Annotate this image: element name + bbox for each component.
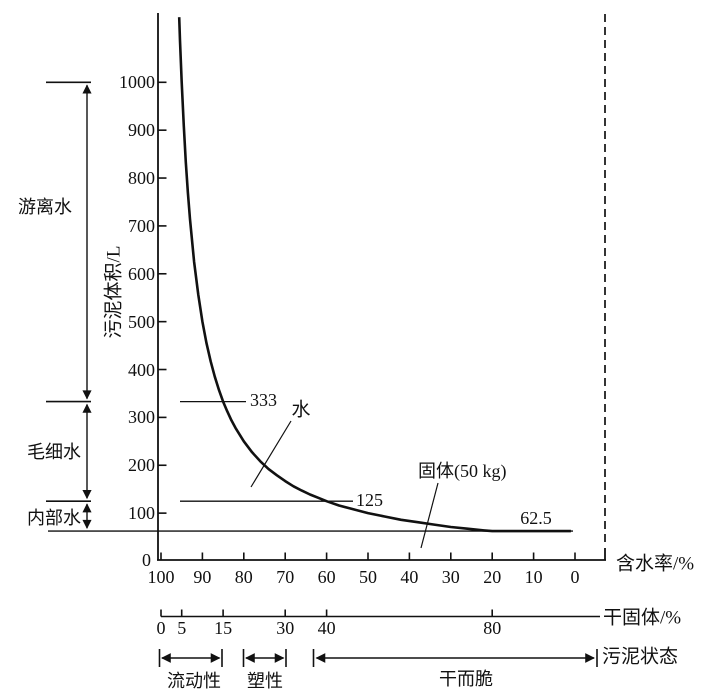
guide-value-125: 125 bbox=[356, 490, 383, 510]
y-tick-label: 100 bbox=[128, 503, 155, 524]
free-water-label: 游离水 bbox=[18, 197, 72, 217]
y-tick-label: 500 bbox=[128, 311, 155, 332]
water-area-label: 水 bbox=[291, 399, 311, 421]
dry-tick-label: 30 bbox=[276, 618, 295, 638]
y-axis-title: 污泥体积/L bbox=[103, 245, 125, 339]
state-dry-brittle-label: 干而脆 bbox=[439, 669, 493, 689]
x-tick-label: 0 bbox=[570, 567, 580, 587]
y-tick-label: 800 bbox=[128, 168, 155, 189]
solids-area-pointer-line bbox=[420, 482, 439, 549]
dry-tick-label: 5 bbox=[177, 618, 187, 638]
guide-value-62-5: 62.5 bbox=[520, 508, 552, 528]
dry-tick-label: 80 bbox=[483, 618, 502, 638]
y-tick-label: 200 bbox=[128, 455, 155, 476]
y-tick-label: 300 bbox=[128, 407, 155, 428]
x-tick-label: 100 bbox=[147, 567, 175, 587]
volume-curve bbox=[177, 17, 571, 533]
x-tick-label: 40 bbox=[400, 567, 419, 587]
state-plastic-label: 塑性 bbox=[247, 671, 283, 691]
water-area-pointer-line bbox=[250, 420, 292, 488]
x-tick-label: 30 bbox=[441, 567, 460, 587]
guide-value-333: 333 bbox=[250, 390, 277, 410]
x-tick-label: 70 bbox=[276, 567, 295, 587]
capillary-water-label: 毛细水 bbox=[27, 442, 81, 462]
x-tick-label: 90 bbox=[193, 567, 212, 587]
x-tick-label: 60 bbox=[317, 567, 336, 587]
dry-solids-axis-title: 干固体/% bbox=[603, 607, 682, 629]
y-tick-label: 600 bbox=[128, 263, 155, 284]
x-tick-label: 10 bbox=[524, 567, 543, 587]
y-tick-label: 700 bbox=[128, 215, 155, 236]
dry-tick-label: 15 bbox=[214, 618, 233, 638]
x-axis-title: 含水率/% bbox=[616, 553, 695, 575]
x-tick-label: 50 bbox=[359, 567, 377, 587]
dry-tick-label: 0 bbox=[156, 618, 166, 638]
state-axis-title: 污泥状态 bbox=[602, 646, 679, 668]
x-tick-label: 20 bbox=[483, 567, 502, 587]
y-tick-label: 1000 bbox=[119, 72, 155, 93]
dry-tick-label: 40 bbox=[317, 618, 336, 638]
x-tick-label: 80 bbox=[234, 567, 253, 587]
y-origin-label: 0 bbox=[142, 550, 151, 570]
state-fluid-label: 流动性 bbox=[167, 671, 221, 691]
y-tick-label: 400 bbox=[128, 359, 155, 380]
y-tick-label: 900 bbox=[128, 120, 155, 141]
internal-water-label: 内部水 bbox=[27, 508, 81, 528]
solids-area-label: 固体(50 kg) bbox=[418, 461, 507, 481]
